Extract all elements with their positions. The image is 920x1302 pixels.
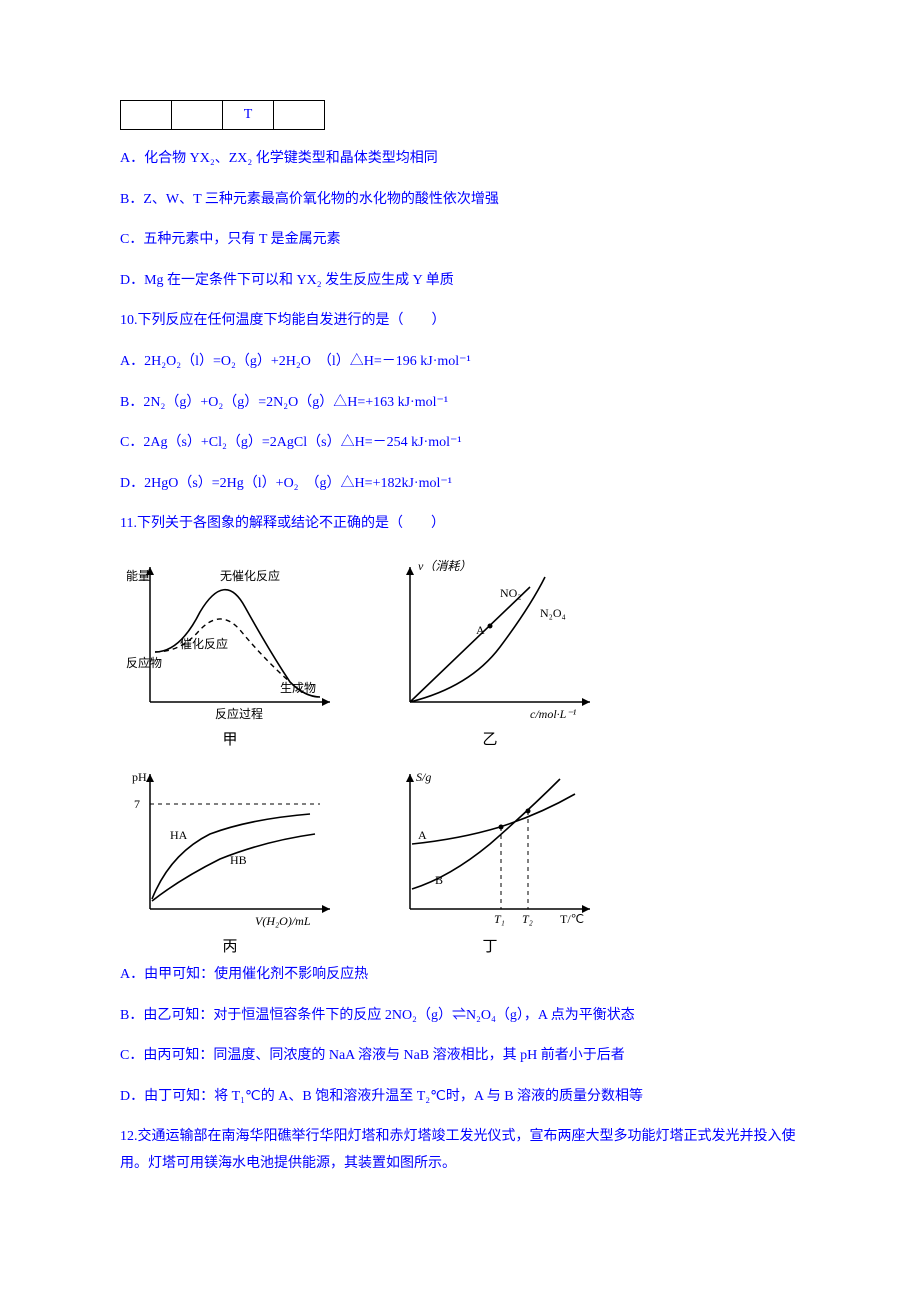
bing-ytick: 7 (134, 797, 140, 811)
yi-xlabel: c/mol·L⁻¹ (530, 707, 577, 721)
q12-stem: 12.交通运输部在南海华阳礁举行华阳灯塔和赤灯塔竣工发光仪式，宣布两座大型多功能… (120, 1124, 800, 1177)
q9-option-D: D．Mg 在一定条件下可以和 YX₂ 发生反应生成 Y 单质 (120, 268, 800, 295)
yi-series1: NO₂ (500, 586, 522, 600)
ding-xlabel: T/℃ (560, 912, 584, 926)
q11-option-B: B．由乙可知：对于恒温恒容条件下的反应 2NO₂（g）⇌N₂O₄（g），A 点为… (120, 1003, 800, 1030)
chart-ding: S/g A B T₁ T₂ T/℃ (380, 759, 600, 929)
periodic-table-fragment: T (120, 100, 325, 130)
bing-series2: HB (230, 853, 247, 867)
figure-jia: 能量 无催化反应 催化反应 反应物 生成物 反应过程 甲 (120, 552, 340, 749)
cell-T: T (223, 101, 274, 130)
jia-xlabel: 反应过程 (215, 706, 263, 721)
bing-ylabel: pH (132, 770, 147, 784)
q11-stem: 11.下列关于各图象的解释或结论不正确的是（ ） (120, 511, 800, 538)
jia-left: 反应物 (126, 655, 162, 670)
q11-option-A: A．由甲可知：使用催化剂不影响反应热 (120, 962, 800, 989)
jia-right: 生成物 (280, 681, 316, 695)
yi-pointA: A (476, 623, 485, 637)
chart-jia: 能量 无催化反应 催化反应 反应物 生成物 反应过程 (120, 552, 340, 722)
caption-jia: 甲 (222, 728, 237, 749)
q10-option-D: D．2HgO（s）=2Hg（l）+O₂ （g）△H=+182kJ·mol⁻¹ (120, 471, 800, 498)
ding-ylabel: S/g (416, 770, 431, 784)
cell-empty-1 (121, 101, 172, 130)
q11-option-C: C．由丙可知：同温度、同浓度的 NaA 溶液与 NaB 溶液相比，其 pH 前者… (120, 1043, 800, 1070)
ding-t2: T₂ (522, 912, 533, 926)
jia-ylabel: 能量 (126, 569, 150, 583)
figure-row-1: 能量 无催化反应 催化反应 反应物 生成物 反应过程 甲 A (120, 552, 800, 749)
caption-ding: 丁 (482, 935, 497, 956)
cell-empty-3 (274, 101, 325, 130)
jia-curve1: 无催化反应 (220, 568, 280, 583)
figure-row-2: 7 pH HA HB V(H₂O)/mL 丙 (120, 759, 800, 956)
chart-yi: A v（消耗） NO₂ N₂O₄ c/mol·L⁻¹ (380, 552, 600, 722)
q11-option-D: D．由丁可知：将 T₁℃的 A、B 饱和溶液升温至 T₂℃时，A 与 B 溶液的… (120, 1084, 800, 1111)
figure-ding: S/g A B T₁ T₂ T/℃ 丁 (380, 759, 600, 956)
q9-option-A: A．化合物 YX₂、ZX₂ 化学键类型和晶体类型均相同 (120, 146, 800, 173)
ding-series2: B (435, 873, 443, 887)
chart-bing: 7 pH HA HB V(H₂O)/mL (120, 759, 340, 929)
yi-series2: N₂O₄ (540, 606, 566, 620)
ding-t1: T₁ (494, 912, 505, 926)
q9-option-B: B．Z、W、T 三种元素最高价氧化物的水化物的酸性依次增强 (120, 187, 800, 214)
q10-option-A: A．2H₂O₂（l）=O₂（g）+2H₂O （l）△H=－196 kJ·mol⁻… (120, 349, 800, 376)
jia-curve2: 催化反应 (180, 636, 228, 651)
q10-option-B: B．2N₂（g）+O₂（g）=2N₂O（g）△H=+163 kJ·mol⁻¹ (120, 390, 800, 417)
bing-xlabel: V(H₂O)/mL (255, 914, 311, 928)
yi-ylabel: v（消耗） (418, 559, 471, 573)
figure-yi: A v（消耗） NO₂ N₂O₄ c/mol·L⁻¹ 乙 (380, 552, 600, 749)
bing-series1: HA (170, 828, 188, 842)
caption-bing: 丙 (222, 935, 237, 956)
q9-option-C: C．五种元素中，只有 T 是金属元素 (120, 227, 800, 254)
cell-empty-2 (172, 101, 223, 130)
ding-series1: A (418, 828, 427, 842)
q10-stem: 10.下列反应在任何温度下均能自发进行的是（ ） (120, 308, 800, 335)
caption-yi: 乙 (482, 728, 497, 749)
q10-option-C: C．2Ag（s）+Cl₂（g）=2AgCl（s）△H=－254 kJ·mol⁻¹ (120, 430, 800, 457)
figure-bing: 7 pH HA HB V(H₂O)/mL 丙 (120, 759, 340, 956)
